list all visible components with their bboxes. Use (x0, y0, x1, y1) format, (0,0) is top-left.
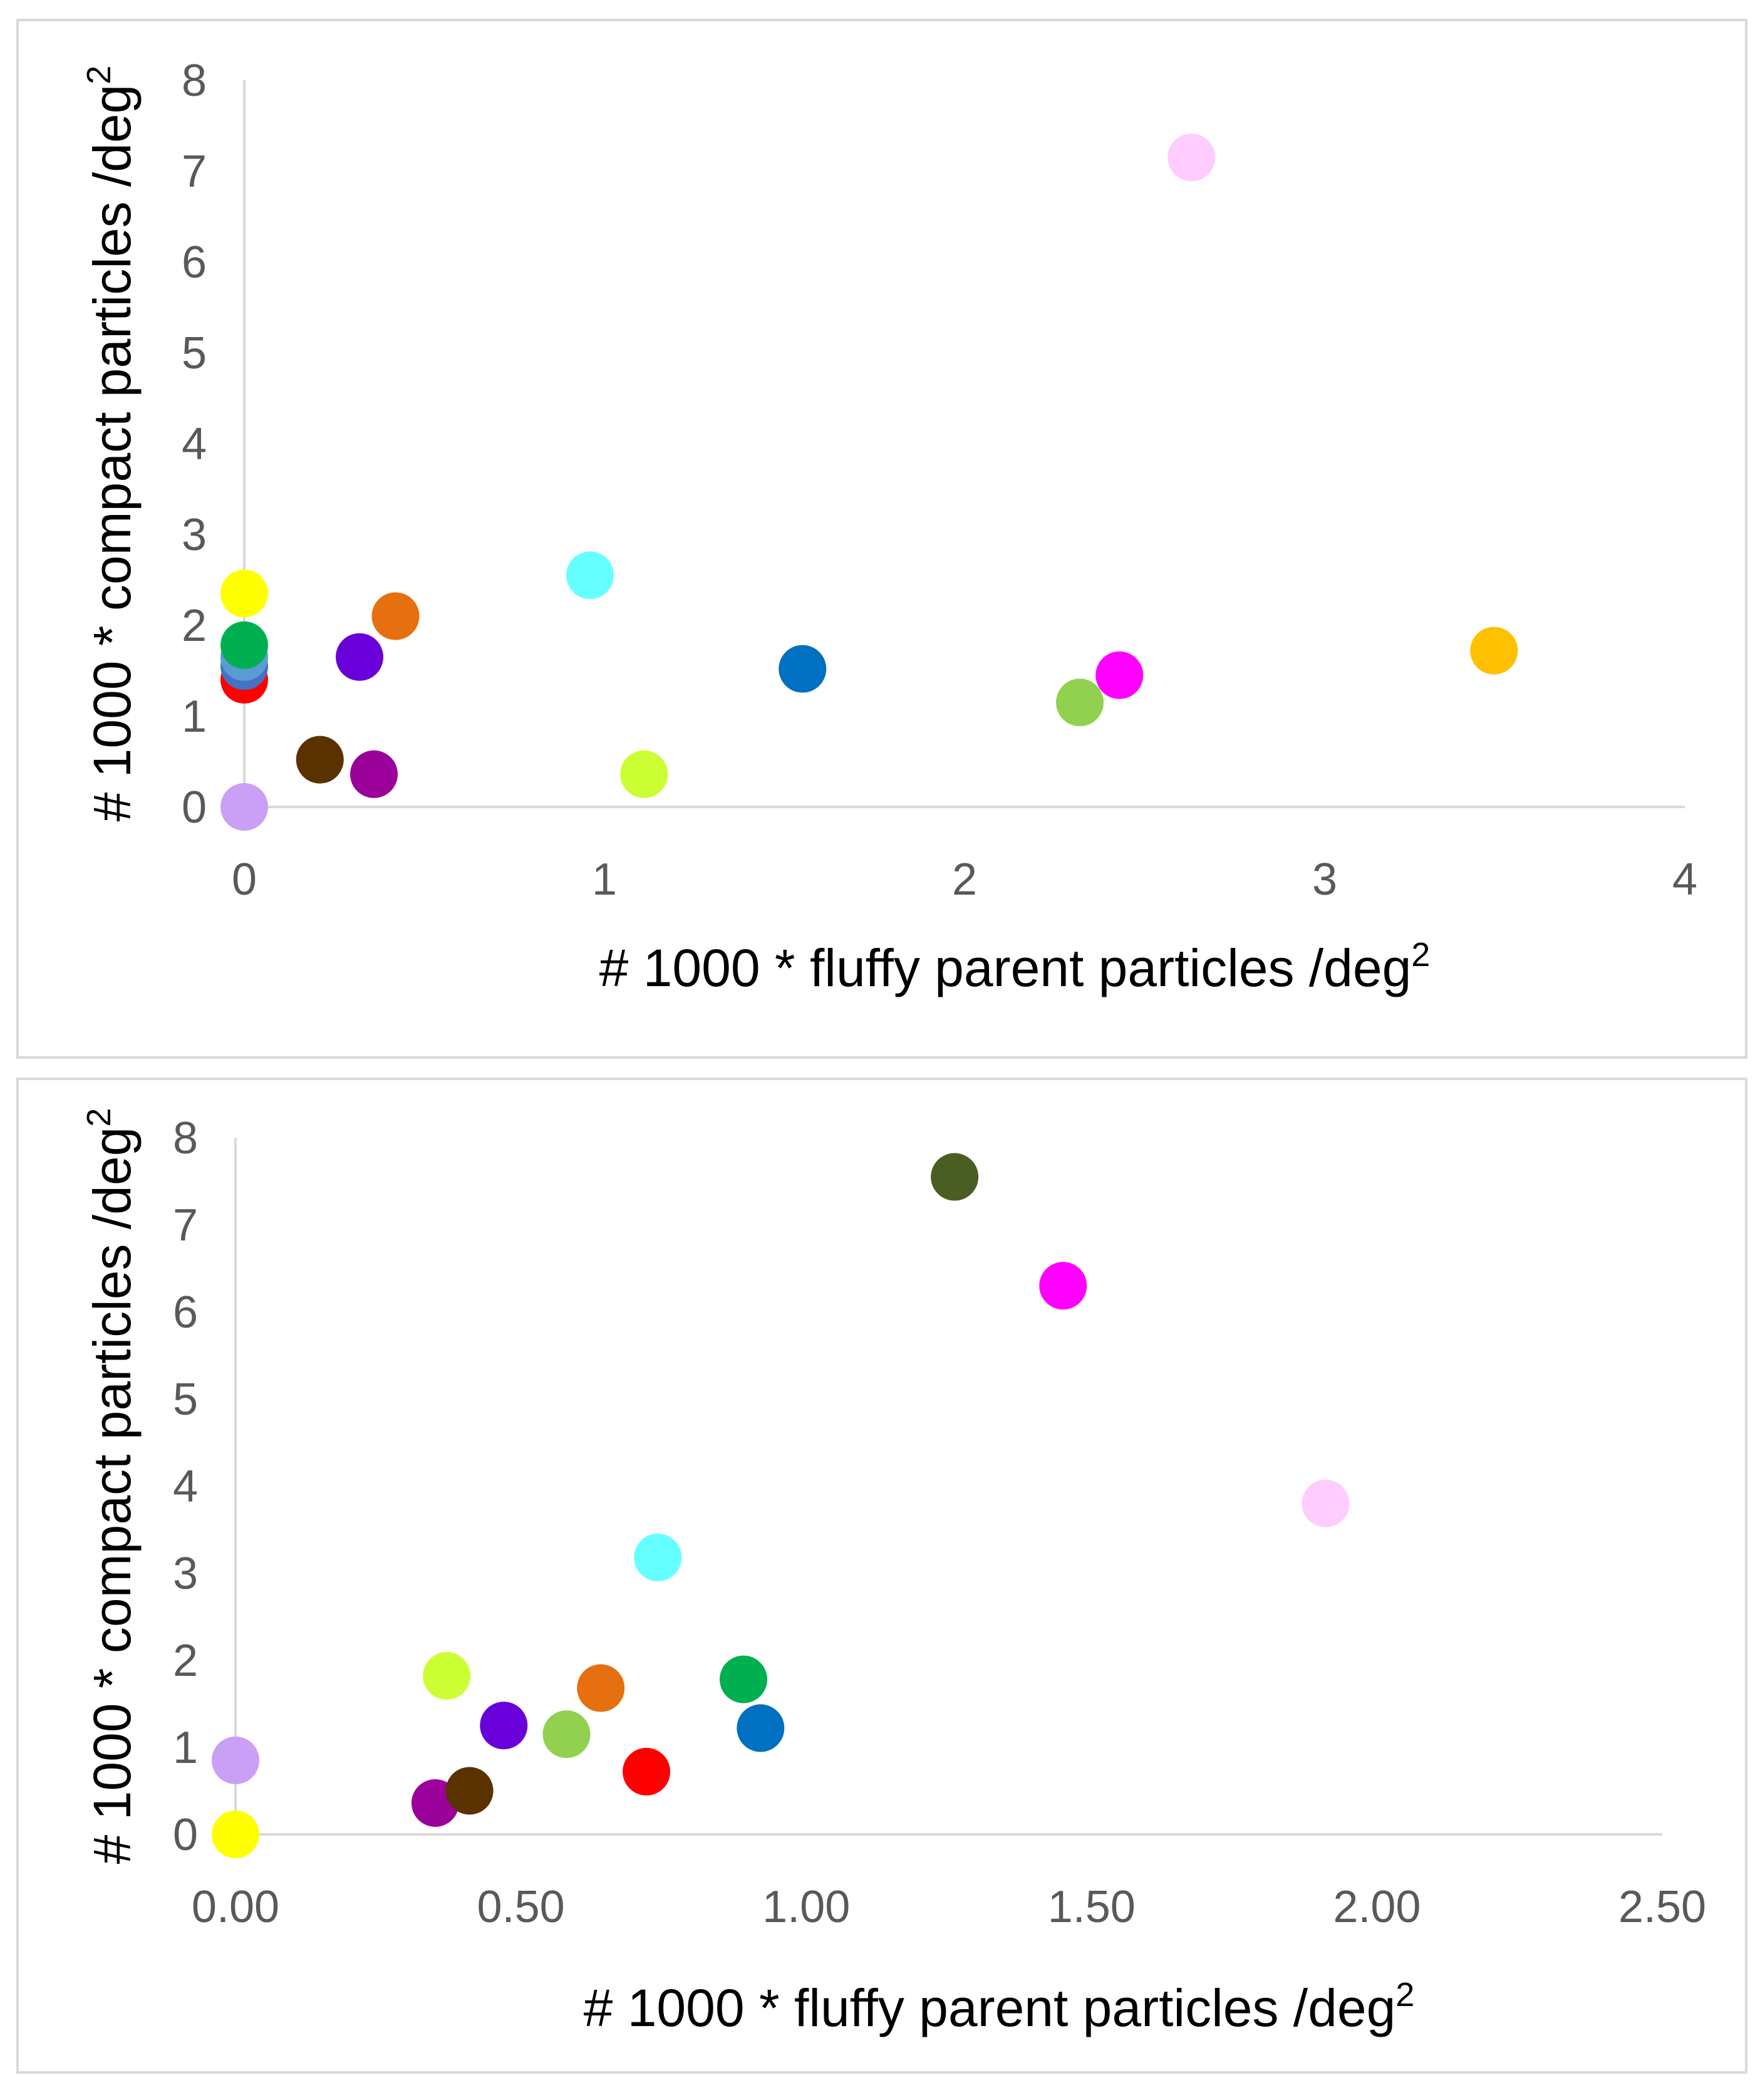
data-point (620, 750, 668, 798)
x-tick-label: 2.50 (1618, 1882, 1706, 1932)
y-axis-title-text: # 1000 * compact particles /deg (83, 85, 142, 822)
data-point (212, 1736, 259, 1784)
x-tick-label: 0.00 (192, 1882, 279, 1932)
x-tick-label: 1.50 (1048, 1882, 1136, 1932)
data-point (566, 551, 614, 600)
x-tick-labels: 0.00 0.50 1.00 1.50 2.00 2.50 (192, 1882, 1706, 1932)
data-points (220, 133, 1518, 831)
data-point (931, 1153, 979, 1201)
y-tick-label: 0 (182, 782, 207, 833)
data-point (737, 1704, 785, 1752)
data-point (634, 1533, 682, 1581)
data-point (336, 633, 383, 681)
y-tick-label: 4 (173, 1462, 198, 1512)
x-tick-label: 2 (952, 855, 977, 905)
data-point (577, 1664, 625, 1712)
data-point (423, 1652, 471, 1700)
scatter-chart-top: 0 1 2 3 4 5 6 7 8 0 1 2 3 4 # 1000 * fluffy parent p… (80, 56, 1697, 997)
x-tick-label: 3 (1312, 855, 1337, 905)
y-tick-label: 4 (182, 419, 207, 469)
data-point (296, 736, 344, 784)
data-point (220, 783, 268, 831)
data-point (1302, 1479, 1350, 1527)
y-tick-label: 8 (182, 56, 207, 106)
x-axis-title: # 1000 * fluffy parent particles /deg2 (584, 1976, 1415, 2037)
data-point (542, 1710, 591, 1759)
chart-panel-top: 0 1 2 3 4 5 6 7 8 0 1 2 3 4 # 1000 * fluffy parent p… (16, 19, 1747, 1059)
data-point (350, 750, 398, 798)
y-tick-label: 8 (173, 1113, 198, 1163)
y-tick-label: 5 (182, 328, 207, 378)
data-points (212, 1153, 1350, 1858)
data-point (220, 569, 268, 618)
y-tick-label: 6 (182, 237, 207, 288)
data-point (1167, 133, 1216, 182)
y-tick-label: 0 (173, 1810, 198, 1860)
y-tick-label: 6 (173, 1287, 198, 1338)
scatter-chart-bottom: 0 1 2 3 4 5 6 7 8 0.00 0.50 1.00 1.50 2.00 2.50 # 100… (80, 1108, 1706, 2037)
y-tick-label: 1 (173, 1723, 198, 1773)
x-axis-title-text: # 1000 * fluffy parent particles /deg (599, 938, 1412, 997)
y-tick-label: 2 (173, 1636, 198, 1686)
data-point (220, 621, 268, 669)
y-axis-title: # 1000 * compact particles /deg2 (80, 66, 142, 822)
data-point (212, 1811, 259, 1858)
data-point (623, 1747, 671, 1796)
data-point (1056, 678, 1104, 727)
x-tick-label: 2.00 (1333, 1882, 1421, 1932)
data-point (1095, 651, 1144, 699)
x-tick-label: 1 (592, 855, 617, 905)
x-tick-label: 4 (1672, 855, 1697, 905)
x-axis-title-text: # 1000 * fluffy parent particles /deg (584, 1978, 1396, 2037)
y-tick-label: 1 (182, 692, 207, 742)
y-axis-title-sup: 2 (80, 66, 118, 85)
data-point (779, 645, 827, 693)
data-point (480, 1702, 528, 1750)
x-axis-title: # 1000 * fluffy parent particles /deg2 (599, 936, 1431, 997)
x-tick-label: 0.50 (477, 1882, 565, 1932)
data-point (445, 1767, 494, 1815)
x-axis-title-sup: 2 (1395, 1976, 1414, 2014)
x-tick-labels: 0 1 2 3 4 (232, 855, 1697, 905)
x-tick-label: 0 (232, 855, 257, 905)
data-point (719, 1655, 767, 1703)
y-axis-title-text: # 1000 * compact particles /deg (83, 1127, 142, 1864)
y-axis-title-sup: 2 (80, 1108, 118, 1127)
y-tick-labels: 0 1 2 3 4 5 6 7 8 (182, 56, 207, 833)
y-tick-labels: 0 1 2 3 4 5 6 7 8 (173, 1113, 198, 1860)
x-axis-title-sup: 2 (1411, 936, 1430, 974)
y-tick-label: 2 (182, 601, 207, 651)
y-axis-title: # 1000 * compact particles /deg2 (80, 1108, 142, 1864)
chart-panel-bottom: 0 1 2 3 4 5 6 7 8 0.00 0.50 1.00 1.50 2.00 2.50 # 100… (16, 1078, 1747, 2074)
y-tick-label: 5 (173, 1375, 198, 1425)
y-tick-label: 3 (173, 1549, 198, 1599)
data-point (371, 592, 420, 640)
data-point (1039, 1262, 1087, 1310)
x-tick-label: 1.00 (762, 1882, 850, 1932)
data-point (1470, 626, 1518, 675)
y-tick-label: 7 (173, 1200, 198, 1250)
y-tick-label: 7 (182, 147, 207, 197)
y-tick-label: 3 (182, 510, 207, 560)
